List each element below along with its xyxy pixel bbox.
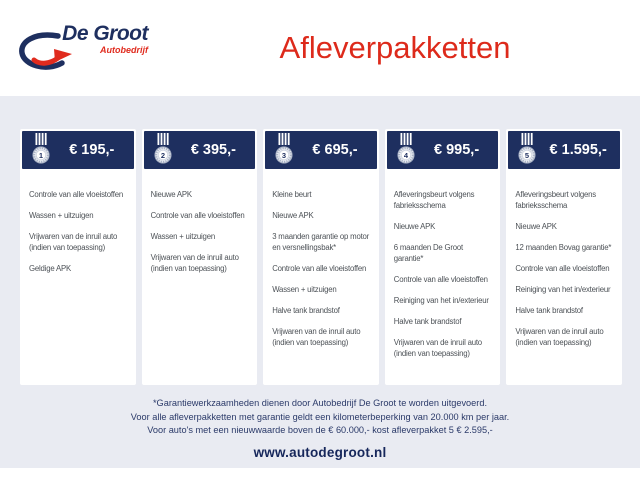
content-band: 1 € 195,- Controle van alle vloeistoffen…: [0, 96, 640, 468]
medal-icon: 4: [397, 133, 415, 164]
package-items: Afleveringsbeurt volgens fabrieksschema …: [506, 169, 622, 348]
package-items: Kleine beurt Nieuwe APK 3 maanden garant…: [263, 169, 379, 348]
list-item: Wassen + uitzuigen: [29, 211, 94, 220]
list-item: Afleveringsbeurt volgens fabrieksschema: [515, 190, 596, 210]
package-price: € 995,-: [434, 142, 480, 158]
medal-number: 3: [282, 151, 286, 160]
degroot-logo: De Groot Autobedrijf: [18, 20, 150, 76]
list-item: Halve tank brandstof: [272, 306, 340, 315]
medal-number: 1: [39, 151, 43, 160]
package-items: Nieuwe APK Controle van alle vloeistoffe…: [142, 169, 258, 274]
package-card-5: 5 € 1.595,- Afleveringsbeurt volgens fab…: [506, 129, 622, 385]
footnote-line: Voor alle afleverpakketten met garantie …: [130, 411, 510, 422]
package-price-header: 3 € 695,-: [265, 131, 377, 169]
logo-name: De Groot: [62, 22, 148, 45]
package-price: € 395,-: [190, 142, 236, 158]
list-item: Wassen + uitzuigen: [150, 232, 216, 241]
medal-icon: 5: [518, 133, 536, 164]
package-card-3: 3 € 695,- Kleine beurt Nieuwe APK 3 maan…: [263, 129, 379, 385]
package-items: Controle van alle vloeistoffen Wassen + …: [20, 169, 136, 274]
package-card-1: 1 € 195,- Controle van alle vloeistoffen…: [20, 129, 136, 385]
list-item: Nieuwe APK: [515, 222, 557, 231]
list-item: Vrijwaren van de inruil auto (indien van…: [150, 253, 239, 273]
package-price-header: 4 € 995,-: [386, 131, 499, 169]
package-card-4: 4 € 995,- Afleveringsbeurt volgens fabri…: [384, 129, 501, 385]
package-price-header: 2 € 395,-: [143, 131, 256, 169]
list-item: Controle van alle vloeistoffen: [393, 275, 488, 284]
package-card-2: 2 € 395,- Nieuwe APK Controle van alle v…: [141, 129, 258, 385]
title-wrap: Afleverpakketten: [150, 30, 640, 66]
package-price-header: 1 € 195,-: [22, 131, 134, 169]
list-item: Controle van alle vloeistoffen: [150, 211, 245, 220]
list-item: Afleveringsbeurt volgens fabrieksschema: [393, 190, 475, 210]
medal-number: 4: [404, 151, 409, 160]
medal-number: 5: [525, 151, 529, 160]
list-item: 3 maanden garantie op motor en versnelli…: [272, 232, 370, 252]
list-item: Reiniging van het in/exterieur: [515, 285, 611, 294]
list-item: Controle van alle vloeistoffen: [515, 264, 610, 273]
website-link[interactable]: www.autodegroot.nl: [253, 444, 387, 460]
list-item: Geldige APK: [29, 264, 72, 273]
package-price: € 1.595,-: [549, 142, 607, 158]
package-price: € 195,-: [69, 142, 115, 158]
footnote-line: *Garantiewerkzaamheden dienen door Autob…: [152, 398, 487, 408]
list-item: Halve tank brandstof: [393, 317, 462, 326]
medal-number: 2: [161, 151, 165, 160]
list-item: Controle van alle vloeistoffen: [272, 264, 367, 273]
list-item: Vrijwaren van de inruil auto (indien van…: [272, 327, 361, 347]
package-cards: 1 € 195,- Controle van alle vloeistoffen…: [0, 129, 640, 385]
page-title: Afleverpakketten: [279, 30, 511, 65]
swoosh-arrow-icon: [19, 32, 72, 70]
list-item: Nieuwe APK: [272, 211, 314, 220]
list-item: Nieuwe APK: [393, 222, 436, 231]
list-item: Nieuwe APK: [150, 190, 193, 199]
list-item: Wassen + uitzuigen: [272, 285, 337, 294]
list-item: Vrijwaren van de inruil auto (indien van…: [515, 327, 604, 347]
package-items: Afleveringsbeurt volgens fabrieksschema …: [385, 169, 501, 359]
list-item: 12 maanden Bovag garantie*: [515, 243, 612, 252]
medal-icon: 1: [32, 133, 50, 164]
list-item: Controle van alle vloeistoffen: [29, 190, 123, 199]
footnotes: *Garantiewerkzaamheden dienen door Autob…: [0, 397, 640, 438]
header: De Groot Autobedrijf Afleverpakketten: [0, 0, 640, 96]
list-item: Kleine beurt: [272, 190, 312, 199]
list-item: 6 maanden De Groot garantie*: [393, 243, 463, 263]
footnote-line: Voor auto's met een nieuwwaarde boven de…: [147, 425, 493, 435]
list-item: Vrijwaren van de inruil auto (indien van…: [393, 338, 482, 358]
list-item: Vrijwaren van de inruil auto (indien van…: [29, 232, 118, 252]
logo-text: De Groot Autobedrijf: [44, 22, 148, 55]
list-item: Reiniging van het in/exterieur: [393, 296, 489, 305]
package-price: € 695,-: [312, 142, 358, 158]
package-price-header: 5 € 1.595,-: [508, 131, 620, 169]
medal-icon: 3: [275, 133, 293, 164]
list-item: Halve tank brandstof: [515, 306, 583, 315]
logo-subtitle: Autobedrijf: [100, 45, 148, 55]
medal-icon: 2: [153, 133, 172, 164]
